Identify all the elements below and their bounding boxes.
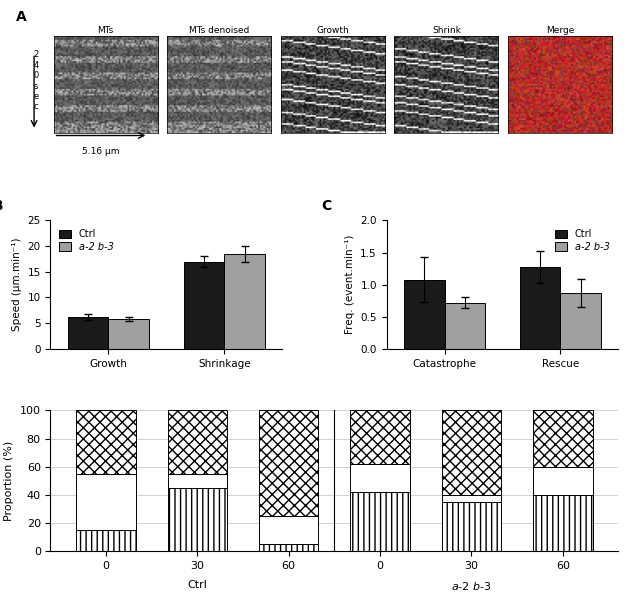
Bar — [76, 530, 136, 551]
Title: Growth: Growth — [317, 26, 349, 35]
Bar — [259, 544, 319, 551]
Bar — [168, 474, 227, 488]
Bar — [109, 319, 149, 349]
Bar — [404, 279, 444, 349]
Text: $a$-$2$ $b$-$3$: $a$-$2$ $b$-$3$ — [451, 580, 492, 592]
Bar — [350, 464, 410, 492]
Y-axis label: Freq. (event.min⁻¹): Freq. (event.min⁻¹) — [345, 235, 355, 334]
Title: Merge: Merge — [546, 26, 574, 35]
Title: Shrink: Shrink — [432, 26, 461, 35]
Bar — [520, 267, 560, 349]
Bar — [225, 254, 265, 349]
Legend: Ctrl, a-2 b-3: Ctrl, a-2 b-3 — [551, 225, 613, 256]
Bar — [442, 410, 501, 495]
Bar — [350, 410, 410, 464]
Legend: Ctrl, a-2 b-3: Ctrl, a-2 b-3 — [56, 225, 117, 256]
Bar — [168, 488, 227, 551]
Bar — [442, 502, 501, 551]
Bar — [184, 262, 225, 349]
Title: MTs denoised: MTs denoised — [189, 26, 249, 35]
Title: MTs: MTs — [98, 26, 114, 35]
Bar — [533, 495, 593, 551]
Text: A: A — [16, 9, 27, 24]
Text: C: C — [322, 199, 332, 213]
Bar — [259, 410, 319, 517]
Y-axis label: Proportion (%): Proportion (%) — [4, 441, 15, 521]
Bar — [442, 495, 501, 502]
Bar — [76, 474, 136, 530]
Bar — [533, 467, 593, 495]
Bar — [68, 317, 109, 349]
Bar — [444, 302, 485, 349]
Y-axis label: Speed (μm.min⁻¹): Speed (μm.min⁻¹) — [12, 238, 22, 331]
Bar — [259, 517, 319, 544]
Text: Ctrl: Ctrl — [187, 580, 208, 589]
Bar — [350, 492, 410, 551]
Bar — [76, 410, 136, 474]
Bar — [168, 410, 227, 474]
Text: 2
4
0
s
e
c: 2 4 0 s e c — [33, 50, 38, 111]
Text: 5.16 μm: 5.16 μm — [82, 147, 120, 156]
Bar — [533, 410, 593, 467]
Text: B: B — [0, 199, 3, 213]
Bar — [560, 293, 601, 349]
